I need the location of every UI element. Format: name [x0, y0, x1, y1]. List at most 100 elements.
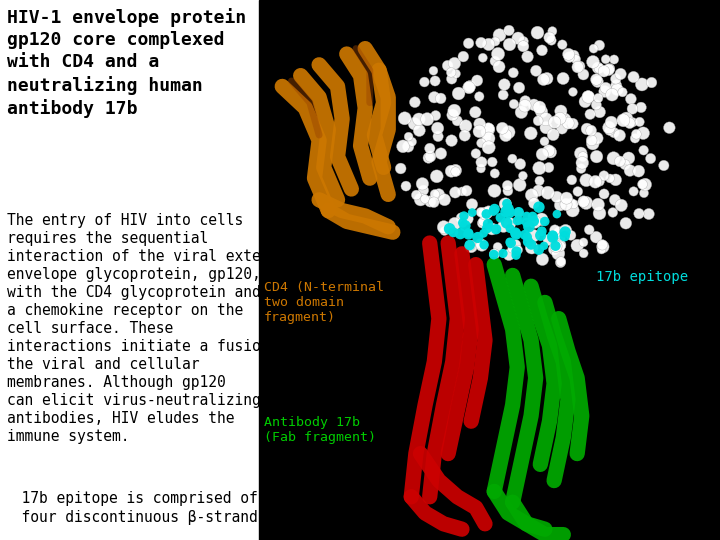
- Point: [593, 94, 604, 103]
- Point: [501, 219, 513, 227]
- Point: [625, 94, 636, 103]
- Point: [594, 209, 606, 218]
- Point: [501, 199, 513, 208]
- Point: [531, 28, 543, 37]
- Point: [482, 125, 494, 133]
- Point: [536, 150, 548, 159]
- Point: [594, 107, 606, 116]
- Point: [552, 249, 564, 258]
- Point: [638, 146, 649, 154]
- Point: [567, 119, 578, 128]
- Point: [450, 70, 462, 78]
- Point: [627, 118, 639, 126]
- Point: [614, 131, 626, 140]
- Point: [595, 245, 607, 254]
- Point: [658, 161, 670, 170]
- Point: [446, 75, 457, 83]
- Point: [536, 255, 548, 264]
- Point: [535, 231, 546, 240]
- Point: [481, 224, 492, 233]
- Point: [593, 200, 604, 209]
- Point: [520, 97, 531, 105]
- Point: [514, 180, 526, 189]
- Point: [515, 160, 526, 168]
- Point: [498, 249, 509, 258]
- Point: [462, 214, 473, 223]
- Point: [555, 107, 567, 116]
- Point: [533, 245, 544, 254]
- Point: [474, 239, 486, 248]
- Text: CD4 (N-terminal
two domain
fragment): CD4 (N-terminal two domain fragment): [264, 281, 384, 324]
- Point: [590, 178, 601, 186]
- Point: [500, 131, 511, 140]
- Point: [459, 221, 471, 230]
- Point: [548, 245, 559, 254]
- Point: [402, 142, 414, 151]
- Point: [546, 27, 558, 36]
- Point: [536, 107, 547, 116]
- Point: [572, 187, 584, 196]
- Point: [543, 235, 554, 244]
- Point: [590, 233, 602, 241]
- Point: [483, 143, 495, 152]
- Point: [561, 194, 572, 202]
- Point: [504, 40, 516, 49]
- Point: [399, 114, 410, 123]
- Text: Antibody 17b
(Fab fragment): Antibody 17b (Fab fragment): [264, 416, 376, 444]
- Point: [554, 201, 566, 210]
- Point: [467, 208, 478, 217]
- Point: [480, 209, 491, 218]
- Point: [486, 225, 498, 233]
- Point: [418, 186, 429, 194]
- Point: [456, 214, 467, 222]
- Point: [519, 102, 531, 110]
- Point: [559, 232, 570, 240]
- Point: [643, 210, 654, 218]
- Point: [505, 224, 516, 233]
- Point: [619, 160, 631, 169]
- Point: [588, 58, 599, 66]
- Point: [474, 92, 485, 101]
- Point: [483, 125, 495, 134]
- Point: [464, 241, 476, 250]
- Point: [425, 197, 436, 206]
- Point: [489, 186, 500, 195]
- Point: [476, 158, 487, 166]
- Point: [597, 240, 608, 249]
- Point: [502, 205, 513, 214]
- Point: [521, 218, 532, 227]
- Point: [528, 100, 540, 109]
- Point: [438, 223, 449, 232]
- Point: [607, 208, 618, 217]
- Point: [591, 134, 603, 143]
- Point: [449, 106, 460, 115]
- Point: [516, 108, 527, 117]
- Text: The entry of HIV into cells
requires the sequential
interaction of the viral ext: The entry of HIV into cells requires the…: [7, 213, 296, 444]
- Point: [565, 199, 577, 207]
- Point: [423, 153, 434, 162]
- Point: [563, 50, 575, 58]
- Point: [610, 176, 621, 184]
- Point: [428, 66, 439, 75]
- Point: [504, 219, 516, 228]
- Point: [541, 123, 552, 132]
- Point: [611, 85, 623, 94]
- Point: [488, 251, 500, 259]
- Bar: [259, 0, 720, 540]
- Point: [475, 208, 487, 217]
- Point: [575, 164, 587, 173]
- Point: [413, 126, 425, 135]
- Point: [433, 190, 445, 199]
- Point: [525, 129, 536, 138]
- Point: [577, 152, 589, 161]
- Point: [539, 241, 550, 250]
- Point: [636, 80, 648, 89]
- Point: [400, 182, 412, 191]
- Point: [464, 241, 475, 249]
- Point: [567, 206, 578, 215]
- Point: [606, 90, 618, 99]
- Point: [577, 159, 588, 167]
- Point: [513, 34, 524, 43]
- Point: [428, 198, 440, 207]
- Point: [489, 205, 500, 213]
